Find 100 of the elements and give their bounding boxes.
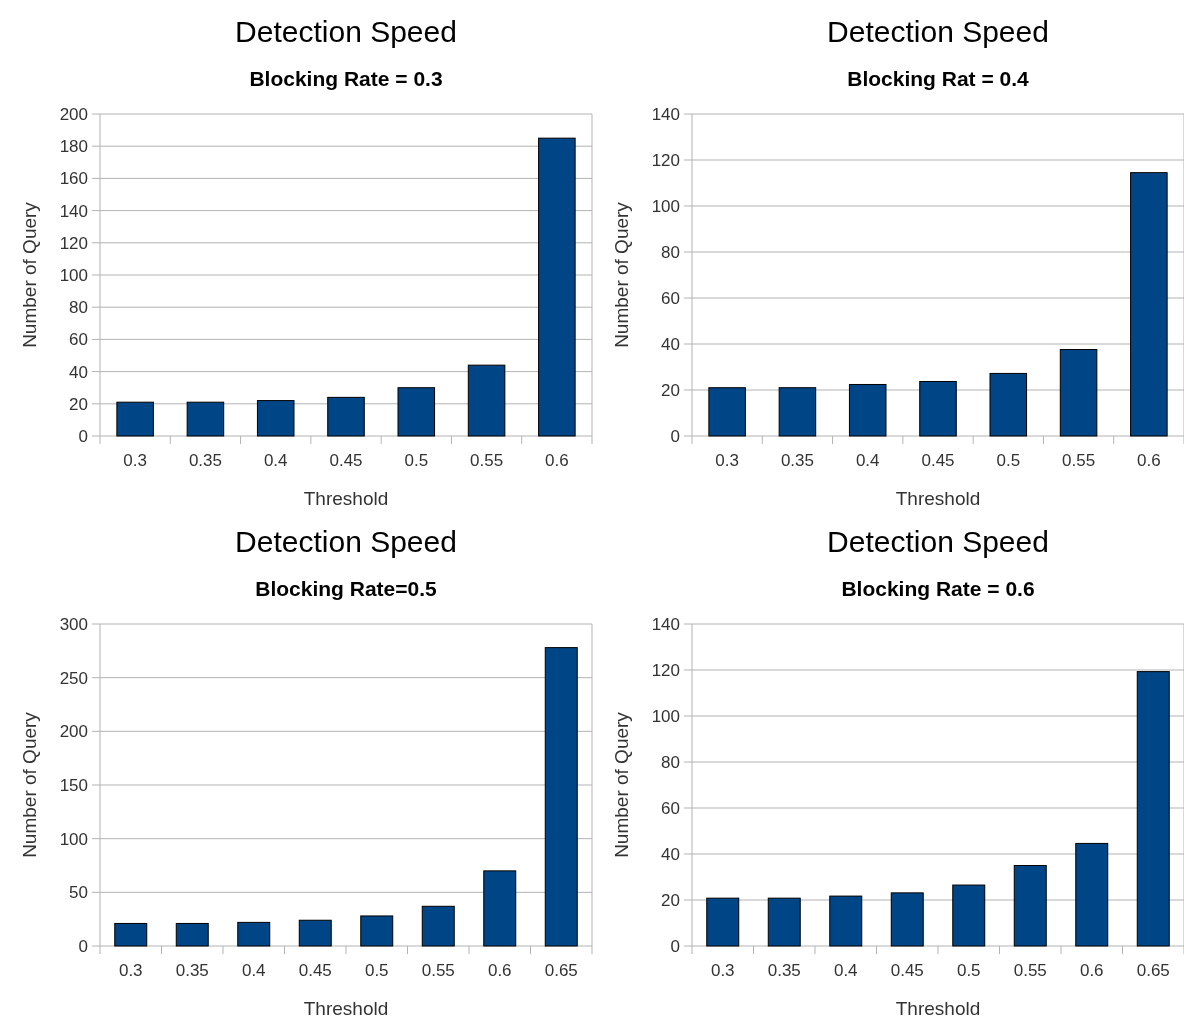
y-tick-label: 80 bbox=[69, 298, 88, 318]
y-tick-label: 180 bbox=[59, 137, 88, 157]
x-tick-label: 0.45 bbox=[298, 961, 332, 980]
x-tick-label: 0.6 bbox=[487, 961, 512, 980]
x-tick-label: 0.35 bbox=[188, 451, 222, 470]
y-tick-label: 50 bbox=[69, 883, 88, 903]
x-tick-label: 0.4 bbox=[241, 961, 266, 980]
x-tick-label: 0.35 bbox=[767, 961, 801, 980]
bar bbox=[327, 396, 365, 437]
bar bbox=[256, 400, 295, 437]
bar bbox=[767, 897, 801, 947]
bar bbox=[421, 905, 455, 947]
x-tick-label: 0.3 bbox=[123, 451, 147, 470]
y-tick-label: 40 bbox=[661, 844, 680, 864]
x-tick-label: 0.5 bbox=[404, 451, 429, 470]
y-tick-label: 20 bbox=[69, 394, 88, 414]
bar bbox=[360, 915, 394, 947]
y-tick-label: 120 bbox=[651, 660, 680, 680]
bar bbox=[114, 922, 148, 947]
y-tick-label: 40 bbox=[661, 334, 680, 354]
chart-title: Detection Speed bbox=[235, 525, 457, 558]
y-tick-label: 100 bbox=[59, 265, 88, 285]
x-tick-label: 0.4 bbox=[855, 451, 880, 470]
x-tick-label: 0.45 bbox=[921, 451, 955, 470]
y-tick-label: 0 bbox=[78, 936, 88, 956]
y-axis-title: Number of Query bbox=[611, 201, 632, 348]
y-tick-label: 0 bbox=[670, 426, 680, 446]
x-tick-label: 0.5 bbox=[956, 961, 981, 980]
y-tick-label: 120 bbox=[59, 233, 88, 253]
x-axis-title: Threshold bbox=[303, 488, 389, 509]
x-tick-label: 0.55 bbox=[421, 961, 455, 980]
bar bbox=[1136, 671, 1170, 947]
x-tick-label: 0.55 bbox=[1062, 451, 1096, 470]
y-axis-title: Number of Query bbox=[19, 201, 40, 348]
x-tick-label: 0.4 bbox=[833, 961, 858, 980]
y-tick-label: 80 bbox=[661, 242, 680, 262]
y-tick-label: 20 bbox=[661, 890, 680, 910]
bar bbox=[298, 919, 332, 947]
x-axis-title: Threshold bbox=[895, 998, 981, 1019]
x-tick-label: 0.5 bbox=[364, 961, 389, 980]
chart-title: Detection Speed bbox=[827, 15, 1049, 48]
y-tick-label: 20 bbox=[661, 380, 680, 400]
bar bbox=[706, 897, 740, 947]
chart-title: Detection Speed bbox=[827, 525, 1049, 558]
bar bbox=[397, 387, 436, 437]
y-tick-label: 0 bbox=[78, 426, 88, 446]
x-tick-label: 0.45 bbox=[329, 451, 363, 470]
y-axis-title: Number of Query bbox=[611, 711, 632, 858]
bar bbox=[1013, 865, 1047, 947]
bar bbox=[175, 922, 209, 947]
y-tick-label: 60 bbox=[661, 798, 680, 818]
y-tick-label: 60 bbox=[661, 288, 680, 308]
bar bbox=[1130, 172, 1168, 437]
chart-subtitle: Blocking Rate = 0.6 bbox=[841, 577, 1035, 600]
bar bbox=[544, 647, 578, 947]
y-tick-label: 150 bbox=[59, 775, 88, 795]
y-tick-label: 40 bbox=[69, 362, 88, 382]
bar bbox=[116, 401, 154, 437]
bar bbox=[829, 895, 863, 947]
x-tick-label: 0.45 bbox=[890, 961, 924, 980]
x-tick-label: 0.35 bbox=[175, 961, 209, 980]
y-tick-label: 140 bbox=[651, 104, 680, 124]
x-tick-label: 0.65 bbox=[1136, 961, 1170, 980]
x-tick-label: 0.3 bbox=[710, 961, 735, 980]
y-tick-label: 100 bbox=[651, 706, 680, 726]
y-tick-label: 100 bbox=[59, 829, 88, 849]
x-tick-label: 0.55 bbox=[1013, 961, 1047, 980]
y-tick-label: 300 bbox=[59, 614, 88, 634]
bar bbox=[708, 387, 746, 437]
y-tick-label: 140 bbox=[651, 614, 680, 634]
bar bbox=[1075, 842, 1109, 947]
y-axis-title: Number of Query bbox=[19, 711, 40, 858]
x-tick-label: 0.5 bbox=[996, 451, 1021, 470]
bar bbox=[989, 372, 1028, 437]
bar bbox=[186, 401, 225, 437]
y-tick-label: 200 bbox=[59, 722, 88, 742]
y-tick-label: 60 bbox=[69, 330, 88, 350]
bar bbox=[848, 383, 887, 437]
x-tick-label: 0.6 bbox=[1137, 451, 1161, 470]
y-tick-label: 140 bbox=[59, 201, 88, 221]
bar bbox=[890, 892, 924, 947]
y-tick-label: 100 bbox=[651, 196, 680, 216]
bar bbox=[1059, 349, 1098, 437]
x-axis-title: Threshold bbox=[895, 488, 981, 509]
y-tick-label: 200 bbox=[59, 104, 88, 124]
bar bbox=[237, 921, 271, 947]
x-tick-label: 0.55 bbox=[470, 451, 504, 470]
y-tick-label: 80 bbox=[661, 752, 680, 772]
x-tick-label: 0.65 bbox=[544, 961, 578, 980]
chart-subtitle: Blocking Rate = 0.3 bbox=[249, 67, 443, 90]
chart-title: Detection Speed bbox=[235, 15, 457, 48]
y-tick-label: 160 bbox=[59, 169, 88, 189]
x-axis-title: Threshold bbox=[303, 998, 389, 1019]
bar bbox=[538, 137, 576, 437]
bar bbox=[483, 870, 517, 947]
x-tick-label: 0.3 bbox=[715, 451, 739, 470]
chart-subtitle: Blocking Rate=0.5 bbox=[255, 577, 438, 600]
x-tick-label: 0.4 bbox=[263, 451, 288, 470]
x-tick-label: 0.6 bbox=[545, 451, 569, 470]
y-tick-label: 0 bbox=[670, 936, 680, 956]
